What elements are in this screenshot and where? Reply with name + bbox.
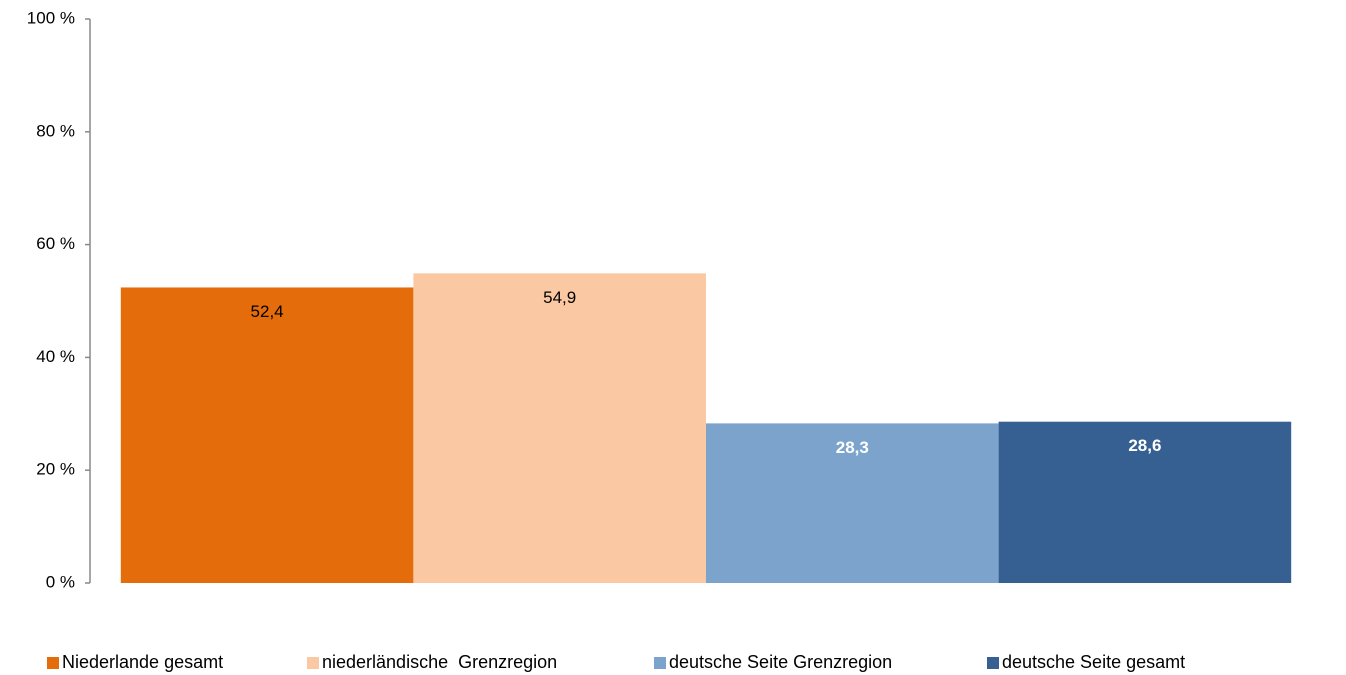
y-tick-label: 40 % <box>36 347 75 366</box>
y-tick-label: 20 % <box>36 460 75 479</box>
value-label: 54,9 <box>543 288 576 307</box>
value-label: 28,3 <box>836 438 869 457</box>
value-label: 28,6 <box>1128 436 1161 455</box>
value-label: 52,4 <box>251 302 284 321</box>
y-tick-label: 100 % <box>27 8 75 27</box>
legend-label: niederländische Grenzregion <box>322 652 557 672</box>
bar <box>998 421 1292 583</box>
legend-swatch <box>47 657 59 669</box>
legend-swatch <box>987 657 999 669</box>
bar <box>706 423 999 583</box>
y-tick-label: 60 % <box>36 234 75 253</box>
legend-label: deutsche Seite Grenzregion <box>669 652 892 672</box>
y-tick-label: 0 % <box>46 572 75 591</box>
legend-label: deutsche Seite gesamt <box>1002 652 1185 672</box>
legend-swatch <box>307 657 319 669</box>
legend-label: Niederlande gesamt <box>62 652 223 672</box>
y-tick-label: 80 % <box>36 121 75 140</box>
bar <box>413 273 706 583</box>
bar <box>120 287 414 583</box>
legend-swatch <box>654 657 666 669</box>
